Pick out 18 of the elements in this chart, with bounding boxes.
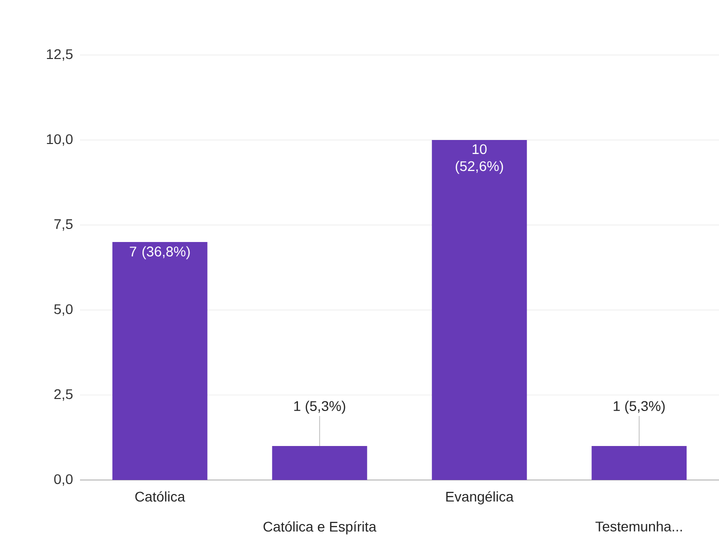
y-tick-label: 5,0 [54,304,73,316]
y-tick-label: 2,5 [54,389,73,401]
data-label: 10 (52,6%) [456,144,504,174]
x-tick-label: Evangélica [446,491,514,504]
y-tick-label: 7,5 [54,219,73,231]
x-tick-label: Testemunha... [595,521,682,532]
x-tick-label: Católica e Espírita [264,521,376,534]
y-tick-label: 0,0 [54,474,73,486]
bar [112,242,208,480]
data-label: 1 (5,3%) [294,400,346,414]
y-tick-label: 10,0 [46,134,73,146]
bar [432,140,527,480]
bar [592,446,687,480]
data-label: 7 (36,8%) [130,246,190,260]
y-tick-label: 12,5 [46,49,73,61]
bar [272,446,368,480]
x-tick-label: Católica [135,491,186,502]
data-label: 1 (5,3%) [614,400,665,414]
